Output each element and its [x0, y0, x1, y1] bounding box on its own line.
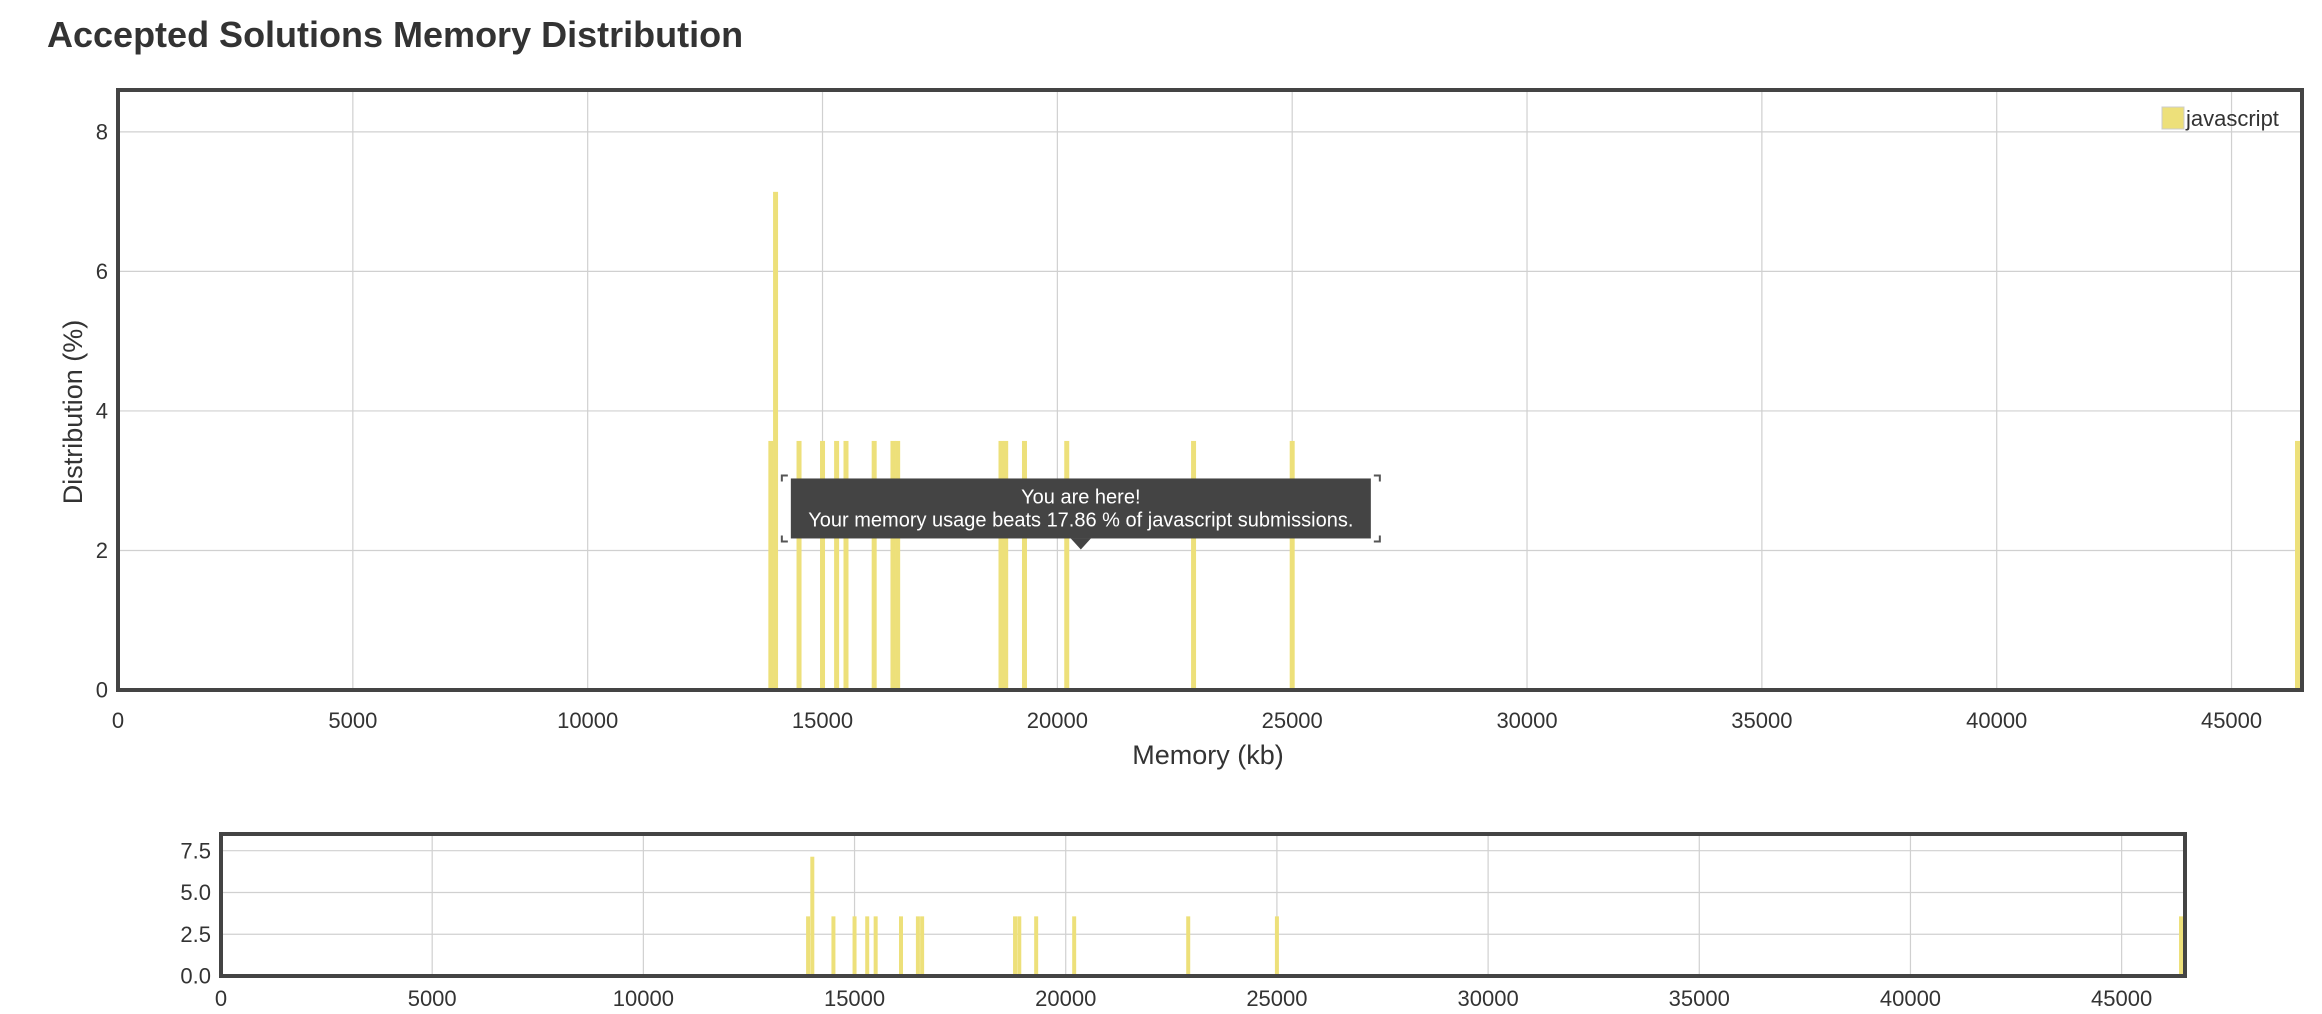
y-tick-label-0.0: 0.0: [180, 964, 211, 989]
y-tick-label-8: 8: [96, 120, 108, 145]
bar-15500kb[interactable]: [843, 440, 849, 690]
x-tick-label-45000: 45000: [2091, 986, 2152, 1011]
tooltip-arrow-icon: [1070, 538, 1091, 550]
x-tick-label-10000: 10000: [613, 986, 674, 1011]
x-tick-label-20000: 20000: [1035, 986, 1096, 1011]
bar-46500kb[interactable]: [2295, 440, 2300, 690]
x-tick-label-35000: 35000: [1669, 986, 1730, 1011]
legend-swatch-javascript: [2161, 106, 2185, 130]
main-bars[interactable]: [768, 191, 2300, 690]
x-tick-label-25000: 25000: [1246, 986, 1307, 1011]
legend-label-javascript: javascript: [2185, 106, 2279, 131]
main-chart: 0 2 4 6 8 0 5000 10000 15000 20000 25000 30000 3500…: [58, 88, 2304, 770]
bar-16500kb: [915, 916, 920, 976]
x-axis-label: Memory (kb): [1132, 740, 1284, 770]
navigator-x-tick-labels: 0 5000 10000 15000 20000 25000 30000 35000 40000…: [215, 986, 2152, 1011]
x-tick-label-5000: 5000: [408, 986, 457, 1011]
bar-16100kb[interactable]: [871, 440, 877, 690]
x-tick-label-40000: 40000: [1880, 986, 1941, 1011]
you-are-here-tooltip: You are here! Your memory usage beats 17…: [780, 474, 1381, 550]
main-grid: [118, 90, 2302, 690]
bar-15300kb[interactable]: [834, 440, 840, 690]
navigator-y-tick-labels: 0.0 2.5 5.0 7.5: [180, 838, 211, 988]
y-tick-label-7.5: 7.5: [180, 838, 211, 863]
bar-46500kb: [2179, 916, 2183, 976]
tooltip-corner-brackets: [780, 474, 1381, 543]
bar-16500kb[interactable]: [890, 440, 896, 690]
x-tick-label-10000: 10000: [557, 708, 618, 733]
bar-14000kb[interactable]: [773, 191, 779, 690]
bar-13900kb[interactable]: [768, 440, 774, 690]
bar-15500kb: [873, 916, 878, 976]
bar-15000kb[interactable]: [820, 440, 826, 690]
bar-14500kb[interactable]: [796, 440, 802, 690]
y-tick-label-5.0: 5.0: [180, 880, 211, 905]
bar-19300kb: [1034, 916, 1039, 976]
bar-18800kb: [1013, 916, 1018, 976]
y-tick-label-4: 4: [96, 399, 108, 424]
bar-15000kb: [852, 916, 857, 976]
x-tick-label-45000: 45000: [2201, 708, 2262, 733]
x-tick-label-40000: 40000: [1966, 708, 2027, 733]
navigator-bars: [806, 856, 2183, 976]
bar-19300kb[interactable]: [1021, 440, 1027, 690]
tooltip-title: You are here!: [1021, 486, 1140, 508]
bar-25000kb: [1274, 916, 1279, 976]
y-tick-label-2: 2: [96, 538, 108, 563]
x-tick-label-20000: 20000: [1027, 708, 1088, 733]
bar-20200kb[interactable]: [1064, 440, 1070, 690]
navigator-chart[interactable]: 0.0 2.5 5.0 7.5 0 5000 10000 15000 20000 25000 30…: [180, 832, 2187, 1011]
bar-14500kb: [831, 916, 836, 976]
tooltip-message: Your memory usage beats 17.86 % of javas…: [808, 509, 1353, 531]
y-tick-label-6: 6: [96, 259, 108, 284]
y-tick-label-2.5: 2.5: [180, 922, 211, 947]
bar-20200kb: [1072, 916, 1077, 976]
y-tick-label-0: 0: [96, 678, 108, 703]
x-tick-label-0: 0: [215, 986, 227, 1011]
bar-18900kb: [1017, 916, 1022, 976]
bar-15300kb: [865, 916, 870, 976]
x-tick-label-25000: 25000: [1262, 708, 1323, 733]
bar-16600kb[interactable]: [895, 440, 901, 690]
x-tick-label-35000: 35000: [1731, 708, 1792, 733]
bar-13900kb: [806, 916, 811, 976]
x-tick-label-30000: 30000: [1458, 986, 1519, 1011]
legend[interactable]: javascript: [2161, 106, 2279, 131]
bar-16600kb: [920, 916, 925, 976]
bar-14000kb: [810, 856, 815, 976]
navigator-grid: [221, 834, 2185, 976]
bar-25000kb[interactable]: [1289, 440, 1295, 690]
tooltip-box: [790, 478, 1371, 539]
y-axis-label: Distribution (%): [58, 320, 88, 505]
x-tick-label-15000: 15000: [792, 708, 853, 733]
x-tick-label-15000: 15000: [824, 986, 885, 1011]
bar-22900kb: [1186, 916, 1191, 976]
x-tick-label-30000: 30000: [1496, 708, 1557, 733]
page-title: Accepted Solutions Memory Distribution: [47, 14, 744, 55]
x-tick-label-5000: 5000: [328, 708, 377, 733]
main-x-tick-labels: 0 5000 10000 15000 20000 25000 30000 35000 40000…: [112, 708, 2262, 733]
bar-22900kb[interactable]: [1191, 440, 1197, 690]
bar-18900kb[interactable]: [1003, 440, 1009, 690]
navigator-plot-frame: [219, 832, 2187, 978]
bar-16100kb: [899, 916, 904, 976]
main-y-tick-labels: 0 2 4 6 8: [96, 120, 108, 703]
bar-18800kb[interactable]: [998, 440, 1004, 690]
main-plot-frame: [116, 88, 2304, 692]
x-tick-label-0: 0: [112, 708, 124, 733]
